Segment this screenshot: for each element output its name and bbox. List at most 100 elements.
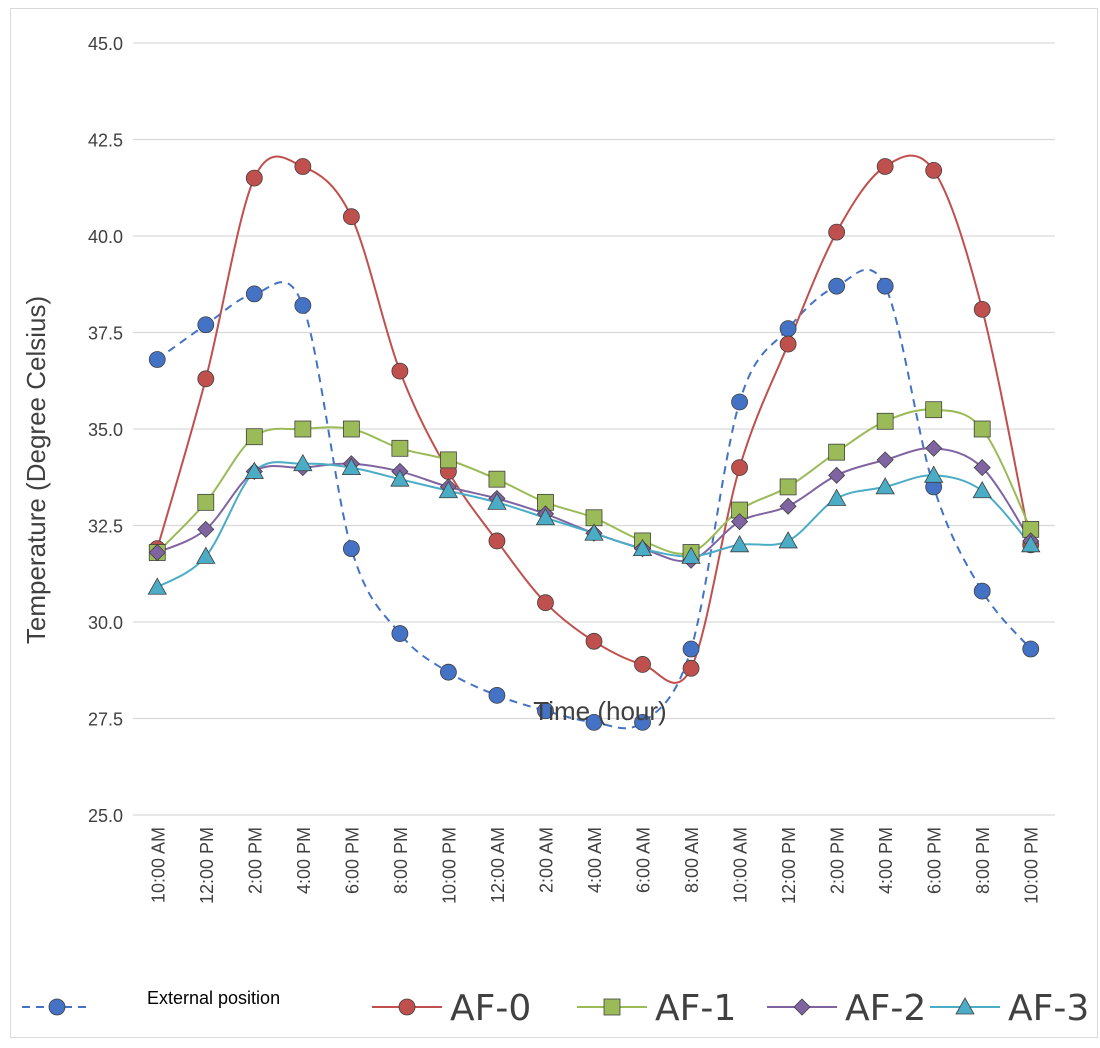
- data-point-series-1: [294, 158, 312, 175]
- data-point-series-3: [779, 497, 797, 515]
- data-point-series-2: [197, 493, 215, 511]
- y-axis-ticks: 25.0 27.5 30.0 32.5 35.0 37.5 40.0 42.5 45.0: [88, 34, 123, 826]
- data-point-series-1: [391, 362, 409, 380]
- data-point-series-2: [973, 420, 991, 438]
- data-point-series-3: [828, 466, 846, 484]
- y-tick-label: 35.0: [88, 420, 123, 440]
- data-point-series-1: [731, 459, 748, 477]
- x-tick-label: 2:00 PM: [828, 827, 848, 894]
- y-tick-label: 30.0: [88, 613, 123, 633]
- data-point-series-4: [632, 538, 653, 557]
- data-point-series-0: [1022, 640, 1040, 658]
- series-line-3: [156, 447, 1032, 563]
- data-point-series-4: [1021, 534, 1041, 553]
- series-line-1: [156, 154, 1032, 684]
- data-point-series-0: [585, 713, 603, 731]
- x-tick-label: 2:00 PM: [245, 827, 265, 894]
- legend-marker-0: [48, 998, 66, 1016]
- data-point-series-1: [925, 161, 943, 179]
- x-tick-label: 4:00 PM: [294, 827, 314, 894]
- data-point-series-0: [731, 393, 748, 411]
- data-point-series-4: [875, 477, 895, 495]
- legend-label-4: AF-3: [1008, 988, 1089, 1029]
- data-point-series-4: [487, 492, 507, 510]
- x-tick-label: 12:00 PM: [197, 827, 217, 904]
- data-point-series-2: [391, 439, 409, 457]
- data-point-series-0: [294, 297, 312, 314]
- data-point-series-1: [973, 300, 991, 318]
- data-point-series-2: [342, 420, 360, 438]
- data-point-series-0: [682, 640, 700, 658]
- x-tick-label: 12:00 PM: [779, 827, 799, 904]
- data-point-series-2: [488, 470, 506, 488]
- data-point-series-0: [197, 316, 215, 334]
- data-point-series-4: [535, 507, 556, 526]
- x-tick-label: 10:00 PM: [1022, 827, 1042, 904]
- data-point-series-1: [488, 532, 506, 550]
- x-tick-label: 10:00 AM: [731, 827, 751, 903]
- data-point-series-0: [973, 582, 991, 600]
- data-point-series-1: [245, 169, 263, 187]
- data-point-series-0: [245, 285, 263, 303]
- x-axis-ticks: 10:00 AM 12:00 PM 2:00 PM 4:00 PM 6:00 PM 8:0…: [148, 827, 1041, 904]
- data-point-series-3: [197, 520, 215, 538]
- data-point-series-4: [438, 480, 459, 499]
- data-point-series-4: [681, 546, 701, 564]
- data-point-series-2: [779, 478, 797, 496]
- y-tick-label: 45.0: [88, 34, 123, 54]
- data-point-series-4: [778, 531, 798, 549]
- data-point-series-0: [537, 702, 554, 720]
- x-tick-label: 8:00 AM: [682, 827, 702, 893]
- y-tick-label: 42.5: [88, 131, 123, 151]
- data-point-series-1: [682, 659, 700, 677]
- data-point-series-0: [148, 351, 166, 368]
- data-point-series-1: [585, 632, 603, 650]
- data-point-series-2: [828, 443, 846, 461]
- legend-marker-1: [398, 998, 416, 1016]
- x-tick-label: 6:00 AM: [634, 827, 654, 893]
- data-point-series-2: [585, 509, 603, 527]
- legend-label-0: External position: [147, 988, 280, 1008]
- x-tick-label: 10:00 AM: [148, 827, 168, 903]
- x-tick-label: 12:00 AM: [488, 827, 508, 903]
- data-point-series-1: [537, 594, 554, 612]
- data-point-series-3: [973, 459, 991, 477]
- data-point-series-0: [779, 320, 797, 338]
- data-point-series-1: [634, 656, 651, 673]
- data-point-series-3: [148, 543, 166, 562]
- x-tick-label: 8:00 PM: [973, 827, 993, 894]
- data-point-series-0: [634, 713, 651, 731]
- data-point-series-0: [342, 540, 360, 558]
- data-point-series-0: [876, 277, 894, 295]
- data-point-series-3: [876, 451, 894, 469]
- y-tick-label: 27.5: [88, 710, 123, 730]
- legend: External position AF-0 AF-1 AF-2 AF-3: [22, 988, 1089, 1029]
- data-point-series-0: [391, 625, 409, 642]
- data-point-series-2: [876, 412, 894, 430]
- data-point-series-0: [488, 686, 506, 704]
- x-tick-label: 10:00 PM: [439, 827, 459, 904]
- data-point-series-1: [876, 158, 894, 175]
- legend-marker-4: [955, 997, 975, 1015]
- data-point-series-1: [197, 370, 215, 388]
- data-point-series-2: [440, 451, 457, 469]
- y-tick-label: 25.0: [88, 806, 123, 826]
- x-tick-label: 8:00 PM: [391, 827, 411, 894]
- y-axis-title: Temperature (Degree Celsius): [21, 296, 51, 644]
- data-point-series-0: [440, 663, 457, 681]
- data-point-series-4: [584, 523, 604, 541]
- x-tick-label: 6:00 PM: [342, 827, 362, 894]
- legend-label-2: AF-1: [655, 988, 736, 1029]
- data-point-series-3: [925, 439, 943, 457]
- data-point-series-1: [779, 335, 797, 353]
- data-point-series-0: [828, 277, 846, 295]
- y-tick-label: 40.0: [88, 227, 123, 247]
- data-point-series-4: [924, 465, 944, 483]
- data-point-series-1: [828, 223, 846, 241]
- x-tick-label: 2:00 AM: [536, 827, 556, 893]
- x-tick-label: 4:00 PM: [876, 827, 896, 894]
- y-tick-label: 37.5: [88, 324, 123, 344]
- x-axis-title: Time (hour): [533, 696, 666, 726]
- x-tick-label: 4:00 AM: [585, 827, 605, 893]
